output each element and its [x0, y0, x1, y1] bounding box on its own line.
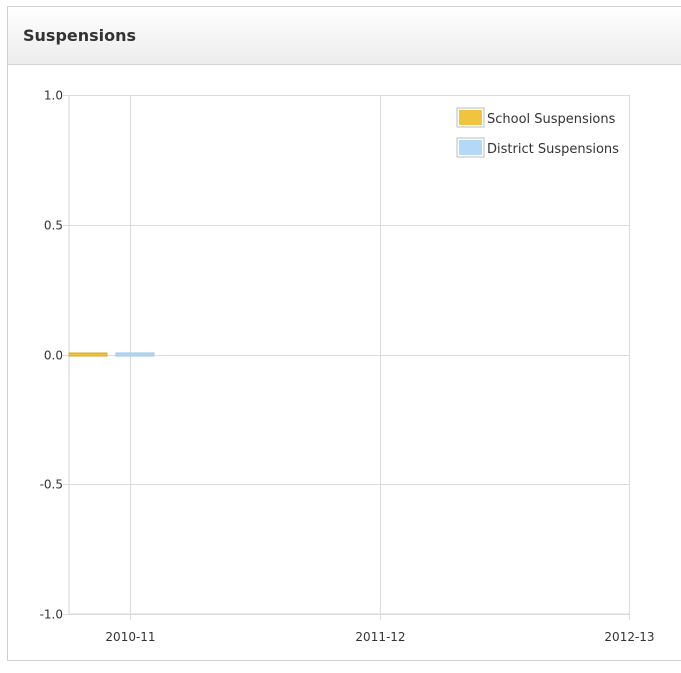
x-tick-label: 2010-11	[105, 630, 155, 644]
legend-swatch	[459, 110, 482, 125]
chart-bars	[68, 352, 155, 357]
legend-item-district-suspensions[interactable]: District Suspensions	[456, 137, 619, 158]
panel-title: Suspensions	[23, 26, 137, 45]
x-tick-label: 2012-13	[604, 630, 654, 644]
legend-swatch	[459, 140, 482, 155]
x-axis-ticks: 2010-11 2011-12 2012-13	[105, 630, 654, 644]
chart-legend[interactable]: School Suspensions District Suspensions	[456, 107, 619, 158]
y-tick-label: 0.5	[44, 219, 63, 233]
bar-school-suspensions[interactable]	[68, 352, 108, 357]
y-axis-ticks: 1.0 0.5 0.0 -0.5 -1.0	[40, 89, 63, 622]
chart-grid	[63, 95, 630, 620]
legend-swatch-border	[456, 107, 485, 128]
legend-label: School Suspensions	[487, 112, 616, 127]
y-tick-label: -1.0	[40, 608, 63, 622]
legend-label: District Suspensions	[487, 142, 619, 157]
y-tick-label: -0.5	[40, 478, 63, 492]
y-tick-label: 1.0	[44, 89, 63, 103]
panel-header: Suspensions	[8, 7, 681, 65]
legend-item-school-suspensions[interactable]: School Suspensions	[456, 107, 616, 128]
bar-district-suspensions[interactable]	[115, 352, 155, 357]
legend-swatch-border	[456, 137, 485, 158]
y-tick-label: 0.0	[44, 349, 63, 363]
x-tick-label: 2011-12	[355, 630, 405, 644]
suspensions-panel: Suspensions	[7, 6, 681, 661]
